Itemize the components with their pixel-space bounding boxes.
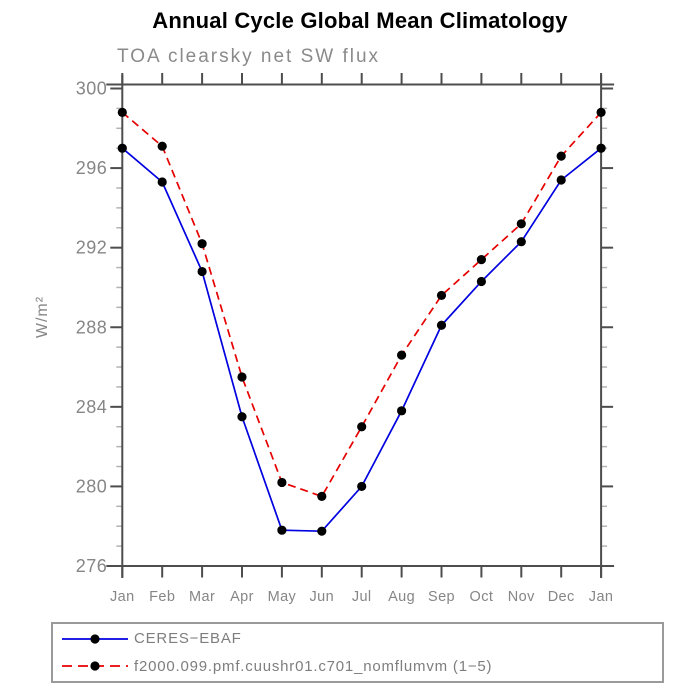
chart-title: Annual Cycle Global Mean Climatology (152, 8, 568, 33)
data-point (596, 107, 606, 117)
series-line-1 (121, 111, 602, 498)
data-point (476, 276, 486, 287)
y-tick-label: 288 (76, 317, 108, 337)
y-tick-label: 276 (76, 556, 108, 576)
data-point (436, 320, 447, 330)
data-point (317, 526, 327, 536)
x-tick-label: Oct (470, 589, 494, 605)
x-tick-label: Jan (589, 589, 614, 605)
data-point (516, 237, 526, 247)
data-point (237, 372, 247, 382)
data-point (556, 151, 566, 161)
y-tick-label: 300 (76, 79, 108, 99)
x-tick-label: Dec (548, 589, 575, 605)
legend-sample-line-solid (62, 634, 128, 644)
data-point (596, 143, 606, 153)
y-axis-title: W/m² (34, 296, 51, 338)
series-markers-1 (117, 107, 606, 501)
data-point (117, 143, 127, 153)
legend-item-observation: CERES−EBAF (59, 626, 662, 652)
y-tick-label: 280 (76, 476, 108, 496)
x-tick-label: Nov (508, 589, 535, 605)
plot-frame (106, 74, 615, 578)
data-point (197, 239, 207, 249)
legend-label: CERES−EBAF (134, 630, 242, 648)
x-tick-label: Mar (189, 589, 215, 605)
legend-box: CERES−EBAF f2000.099.pmf.cuushr01.c701_n… (51, 622, 664, 683)
data-point (357, 481, 367, 492)
x-tick-label: Apr (230, 589, 254, 605)
data-point (397, 406, 407, 416)
x-tick-label: Jun (310, 589, 335, 605)
data-point (277, 477, 287, 488)
data-point (436, 290, 447, 301)
y-tick-label: 296 (76, 158, 108, 178)
data-point (237, 412, 247, 422)
x-tick-label: Sep (428, 589, 455, 605)
data-point (556, 175, 566, 185)
data-point (117, 107, 127, 117)
x-tick-label: Feb (149, 589, 175, 605)
data-point (197, 266, 207, 277)
chart-subtitle: TOA clearsky net SW flux (117, 46, 381, 67)
x-tick-label: Jan (110, 589, 135, 605)
data-point (357, 422, 367, 432)
y-tick-label: 292 (76, 238, 108, 258)
series-line-0 (121, 147, 602, 533)
data-point (157, 141, 167, 151)
legend-item-model: f2000.099.pmf.cuushr01.c701_nomflumvm (1… (59, 653, 662, 679)
y-axis-ticks: 276 280 284 288 292 296 300 (76, 79, 614, 576)
x-tick-label: May (268, 589, 297, 605)
data-point (397, 350, 407, 360)
series-markers-0 (117, 143, 606, 536)
y-tick-label: 284 (76, 397, 108, 417)
data-point (476, 255, 486, 265)
x-tick-label: Aug (388, 589, 415, 605)
data-point (277, 525, 287, 535)
x-tick-label: Jul (352, 589, 372, 605)
x-axis-ticks: Jan Feb Mar Apr May Jun Jul Aug Sep Oct Nov Dec Jan (110, 73, 613, 605)
data-point (157, 177, 167, 187)
data-point (516, 219, 526, 229)
legend-sample-line-dashed (62, 661, 128, 671)
legend-label: f2000.099.pmf.cuushr01.c701_nomflumvm (1… (134, 657, 493, 675)
data-point (317, 491, 327, 501)
